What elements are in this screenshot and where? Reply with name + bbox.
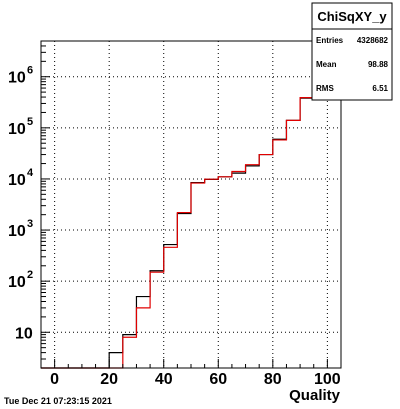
stats-box-frame [311, 2, 393, 101]
y-tick-exponent: 4 [27, 167, 34, 179]
x-axis-title: Quality [289, 387, 341, 404]
y-tick-label: 10 [8, 121, 26, 138]
y-tick-label: 10 [15, 325, 33, 342]
stats-rms-label: RMS [316, 84, 334, 93]
x-tick-labels: 0 20 40 60 80 100 [50, 371, 341, 388]
grid [41, 41, 341, 368]
stats-box-title: ChiSqXY_y [317, 9, 387, 24]
stats-entries-label: Entries [316, 36, 344, 45]
x-tick-label: 20 [100, 371, 118, 388]
stats-mean-label: Mean [316, 60, 337, 69]
y-tick-label: 10 [8, 172, 26, 189]
x-tick-label: 0 [50, 371, 59, 388]
x-tick-label: 100 [314, 371, 341, 388]
timestamp: Tue Dec 21 07:23:15 2021 [4, 396, 112, 406]
y-tick-label: 10 [8, 70, 26, 87]
axis-ticks [40, 40, 342, 369]
y-tick-exponent: 2 [27, 269, 33, 281]
x-tick-label: 80 [264, 371, 282, 388]
stats-entries-value: 4328682 [357, 36, 389, 45]
y-tick-label: 10 [8, 223, 26, 240]
y-tick-label: 10 [8, 274, 26, 291]
stats-rms-value: 6.51 [372, 84, 388, 93]
y-tick-exponent: 5 [27, 116, 33, 128]
histogram-series-2 [41, 54, 341, 369]
y-tick-exponent: 6 [27, 65, 33, 77]
y-tick-exponent: 3 [27, 218, 33, 230]
stats-box: ChiSqXY_y Entries 4328682 Mean 98.88 RMS… [311, 2, 393, 101]
x-tick-label: 60 [209, 371, 227, 388]
x-tick-label: 40 [155, 371, 173, 388]
series-layer [41, 54, 341, 369]
stats-mean-value: 98.88 [368, 60, 389, 69]
